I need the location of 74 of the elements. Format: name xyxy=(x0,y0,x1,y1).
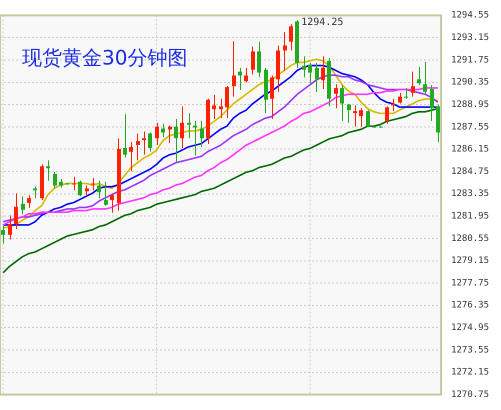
candlestick xyxy=(136,132,140,161)
candlestick xyxy=(225,86,229,119)
y-tick-label: 1284.75 xyxy=(451,166,490,177)
candlestick xyxy=(353,104,357,128)
candlestick xyxy=(359,108,363,128)
y-tick-label: 1288.95 xyxy=(451,100,490,110)
candlestick xyxy=(321,56,325,90)
y-tick-label: 1293.15 xyxy=(451,33,490,44)
candlestick xyxy=(72,176,76,191)
candlestick xyxy=(14,192,18,230)
candlestick xyxy=(302,56,306,78)
candlestick xyxy=(385,106,389,124)
candlestick xyxy=(283,31,287,72)
candlestick xyxy=(347,103,351,124)
y-tick-label: 1276.35 xyxy=(451,300,490,311)
y-tick-label: 1274.95 xyxy=(451,323,490,334)
candlestick xyxy=(232,40,236,98)
y-tick-label: 1279.15 xyxy=(451,256,490,266)
y-tick-label: 1281.95 xyxy=(451,211,490,222)
y-tick-label: 1280.55 xyxy=(451,234,490,244)
y-tick-label: 1287.55 xyxy=(451,122,490,132)
candlestick xyxy=(129,142,133,172)
y-tick-label: 1290.35 xyxy=(451,78,490,88)
candlestick xyxy=(148,132,152,152)
candlestick xyxy=(340,84,344,122)
candlestick xyxy=(308,62,312,85)
candlestick xyxy=(270,74,274,120)
candlestick xyxy=(212,94,216,120)
candlestick xyxy=(21,196,25,216)
candlestick xyxy=(53,172,57,189)
annotation: 1294.25 xyxy=(301,16,344,28)
y-tick-label: 1286.15 xyxy=(451,144,490,155)
candlestick xyxy=(398,92,402,104)
candlestick xyxy=(417,66,421,86)
candlestick xyxy=(251,46,255,76)
candlestick xyxy=(85,185,89,197)
candlestick xyxy=(315,62,319,92)
candlestick xyxy=(244,67,248,83)
candlestick xyxy=(78,180,82,197)
candlestick xyxy=(193,120,197,156)
candlestick xyxy=(8,215,12,240)
candlestick xyxy=(289,24,293,51)
candlestick xyxy=(142,131,146,156)
candlestick xyxy=(334,84,338,109)
candlestick xyxy=(200,120,204,148)
y-tick-label: 1283.35 xyxy=(451,189,490,200)
y-tick-label: 1270.75 xyxy=(451,390,490,400)
candlestick xyxy=(161,123,165,138)
y-tick-label: 1272.15 xyxy=(451,368,490,378)
candlestick xyxy=(123,114,127,158)
candlestick xyxy=(257,41,261,78)
y-tick-label: 1294.55 xyxy=(451,10,490,21)
candlestick xyxy=(411,71,415,98)
candlestick xyxy=(404,88,408,100)
candlestick xyxy=(430,84,434,122)
y-tick-label: 1277.75 xyxy=(451,278,490,288)
candlestick xyxy=(238,67,242,90)
candlestick xyxy=(97,180,101,199)
y-tick-label: 1291.75 xyxy=(451,55,490,66)
candlestick xyxy=(423,61,427,94)
candlestick xyxy=(27,194,31,208)
candlestick xyxy=(168,125,172,144)
text: 现货黄金30分钟图 xyxy=(22,46,188,70)
candlestick xyxy=(1,224,5,244)
candlestick xyxy=(174,118,178,163)
candlestick xyxy=(180,106,184,148)
candlestick xyxy=(110,192,114,214)
y-tick-label: 1273.55 xyxy=(451,345,490,356)
candlestick xyxy=(33,186,37,199)
candlestick xyxy=(91,177,95,191)
candlestick xyxy=(391,98,395,112)
candlestick xyxy=(104,181,108,206)
candlestick xyxy=(155,122,159,146)
candlestick xyxy=(366,110,370,128)
